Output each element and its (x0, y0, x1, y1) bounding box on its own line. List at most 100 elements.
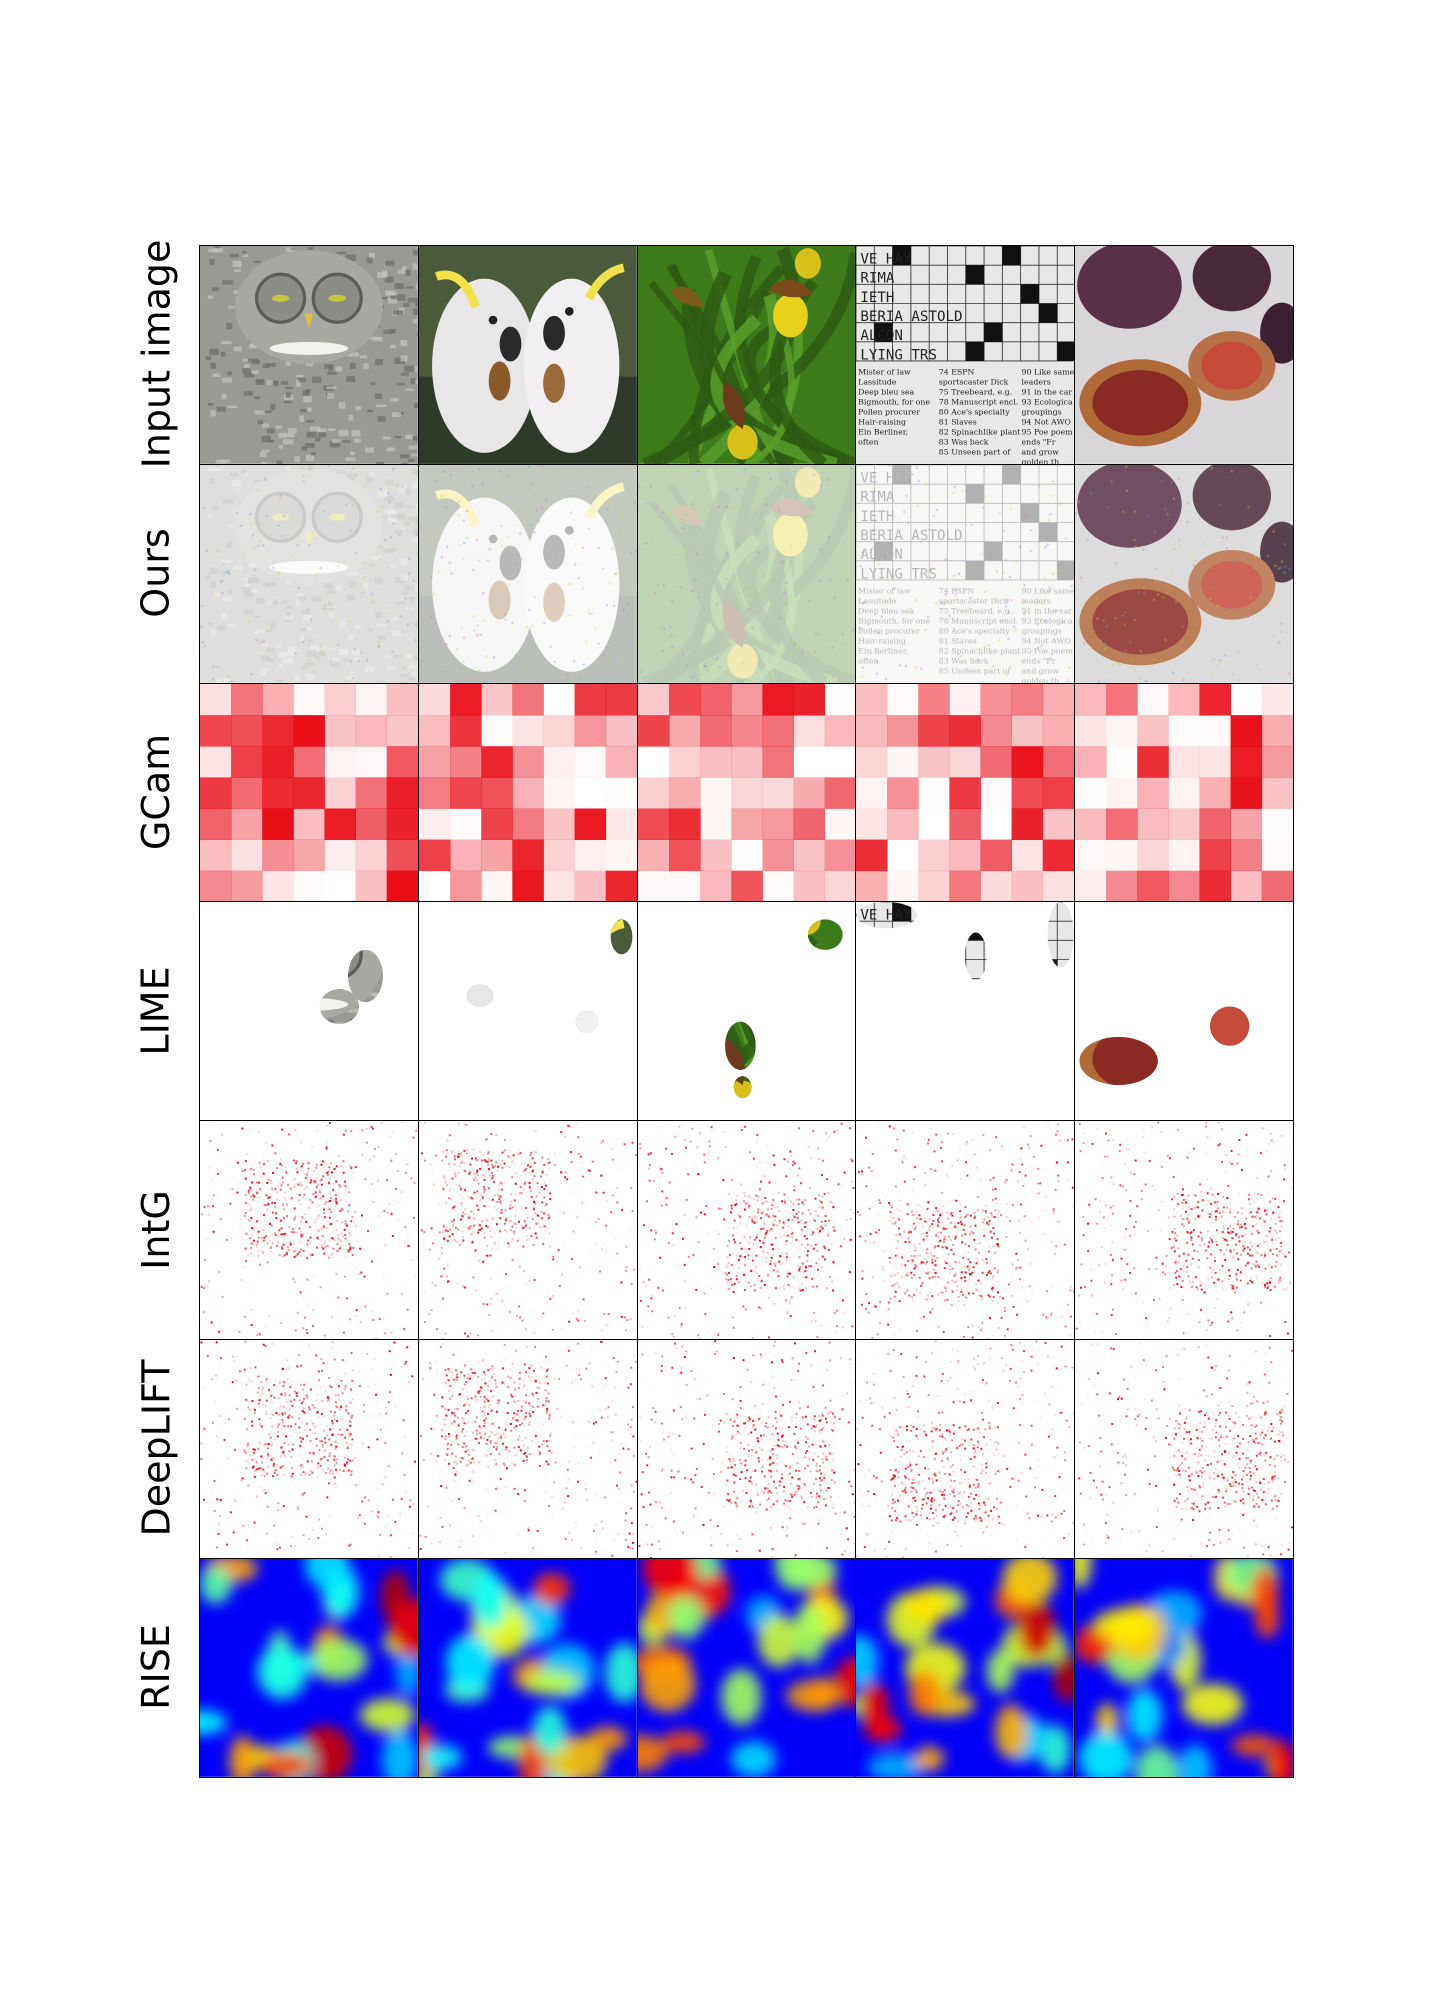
crossword-clue: often (859, 438, 879, 447)
rise-figs-panel (1074, 1557, 1293, 1777)
crossword-clue: Pollen procurer (859, 408, 921, 417)
crossword-clue: Bigmouth, for one (859, 398, 931, 407)
ours-figs-image (1075, 464, 1293, 683)
deeplift-crossword-image (856, 1339, 1075, 1558)
gcam-owl-image (200, 683, 418, 902)
row-label: RISE (120, 1558, 192, 1777)
crossword-clue: 85 Unseen part of (939, 448, 1012, 457)
crossword-grid-text: IETH (861, 290, 895, 306)
rise-cockatoos-panel (417, 1557, 637, 1777)
ours-crossword-image: VE HAY RIMA IETH BERIA ASTOLD ALCON LYING TR… (856, 464, 1075, 683)
crossword-grid-text: LYING TRS (861, 347, 938, 363)
ours-cockatoos-image (418, 464, 637, 683)
crossword-clue: Hair-raising (859, 418, 907, 427)
crossword-clue: 81 Slaves (939, 418, 977, 427)
lime-figs-image (1075, 902, 1293, 1121)
crossword-clue: 81 Slaves (939, 636, 977, 645)
crossword-clue: 90 Like same (1022, 368, 1074, 377)
rise-figs-image (1075, 1558, 1293, 1777)
rise-lady-slipper-orchid-panel (636, 1557, 856, 1777)
row-label: GCam (120, 683, 192, 902)
crossword-clue: 94 Not AWO (1022, 636, 1071, 645)
crossword-clue: Lassitude (859, 378, 898, 387)
crossword-clue: often (859, 656, 879, 665)
deeplift-figs-panel (1074, 1338, 1293, 1558)
crossword-clue: Ein Berliner, (859, 646, 909, 655)
intg-cockatoos-panel (417, 1120, 637, 1339)
ours-owl-panel (199, 463, 418, 683)
crossword-clue: 85 Unseen part of (939, 666, 1012, 675)
crossword-grid-text: VE HAY (861, 251, 913, 267)
crossword-clue: 80 Ace's specialty (939, 626, 1011, 635)
lime-figs-panel (1074, 901, 1293, 1121)
crossword-clue: 74 ESPN (939, 586, 975, 595)
lime-lady-slipper-orchid-image (637, 902, 856, 1121)
crossword-clue: and grow (1022, 448, 1060, 457)
intg-lady-slipper-orchid-image (637, 1121, 856, 1339)
crossword-clue: groupings (1022, 408, 1062, 417)
input-owl-panel (199, 245, 418, 464)
crossword-clue: Mister of law (859, 368, 912, 377)
row-label-text: Ours (134, 528, 179, 618)
lime-cockatoos-image (418, 902, 637, 1121)
crossword-grid-text: RIMA (861, 271, 896, 287)
rise-lady-slipper-orchid-image (637, 1558, 856, 1777)
crossword-clue: 91 in the car (1022, 606, 1073, 615)
row-label-text: LIME (134, 966, 178, 1056)
crossword-grid-text: BERIA ASTOLD (861, 528, 963, 544)
crossword-clue: 95 Poe poem (1022, 646, 1074, 655)
input-crossword-panel: VE HAY RIMA IETH BERIA ASTOLD ALCON LYING TR… (855, 245, 1075, 464)
crossword-grid-text: ALCON (861, 328, 904, 344)
crossword-clue: 78 Manuscript encl. (939, 616, 1019, 625)
input-cockatoos-image (418, 246, 637, 464)
crossword-clue: sportscaster Dick (939, 596, 1009, 605)
gcam-crossword-panel (855, 682, 1075, 902)
row-label: LIME (120, 901, 192, 1120)
row-label: IntG (120, 1120, 192, 1339)
crossword-clue: 83 Was back (939, 438, 989, 447)
crossword-clue: Deep bleu sea (859, 606, 915, 615)
gcam-crossword-image (856, 683, 1075, 902)
crossword-grid-text: VE HAY (861, 470, 913, 486)
gcam-cockatoos-image (418, 683, 637, 902)
intg-cockatoos-image (418, 1121, 637, 1339)
ours-lady-slipper-orchid-panel (636, 463, 856, 683)
crossword-clue: golden th (1022, 458, 1060, 464)
input-lady-slipper-orchid-panel (636, 245, 856, 464)
deeplift-cockatoos-image (418, 1339, 637, 1558)
rise-cockatoos-image (418, 1558, 637, 1777)
lime-owl-panel (199, 901, 418, 1121)
crossword-clue: Bigmouth, for one (859, 616, 931, 625)
gcam-cockatoos-panel (417, 682, 637, 902)
crossword-clue: ends "Fr (1022, 656, 1056, 665)
gcam-figs-panel (1074, 682, 1293, 902)
deeplift-cockatoos-panel (417, 1338, 637, 1558)
crossword-clue: Mister of law (859, 586, 912, 595)
gcam-lady-slipper-orchid-image (637, 683, 856, 902)
input-figs-panel (1074, 245, 1293, 464)
intg-figs-panel (1074, 1120, 1293, 1339)
ours-crossword-panel: VE HAY RIMA IETH BERIA ASTOLD ALCON LYING TR… (855, 463, 1075, 683)
crossword-clue: 74 ESPN (939, 368, 975, 377)
input-owl-image (200, 246, 418, 464)
rise-owl-panel (199, 1557, 418, 1777)
gcam-figs-image (1075, 683, 1293, 902)
lime-cockatoos-panel (417, 901, 637, 1121)
crossword-clue: Pollen procurer (859, 626, 921, 635)
gcam-owl-panel (199, 682, 418, 902)
input-lady-slipper-orchid-image (637, 246, 856, 464)
crossword-clue: 93 Ecologica (1022, 616, 1073, 625)
input-cockatoos-panel (417, 245, 637, 464)
intg-crossword-image (856, 1121, 1075, 1339)
crossword-grid-text: BERIA ASTOLD (861, 309, 963, 325)
row-label-text: IntG (134, 1189, 179, 1270)
crossword-clue: leaders (1022, 596, 1051, 605)
crossword-clue: golden th (1022, 676, 1060, 682)
input-figs-image (1075, 246, 1293, 464)
crossword-grid-text: RIMA (861, 489, 896, 505)
row-label: Input image (120, 240, 192, 469)
crossword-clue: 75 Treebeard, e.g. (939, 388, 1012, 397)
row-label-text: DeepLIFT (134, 1359, 179, 1537)
